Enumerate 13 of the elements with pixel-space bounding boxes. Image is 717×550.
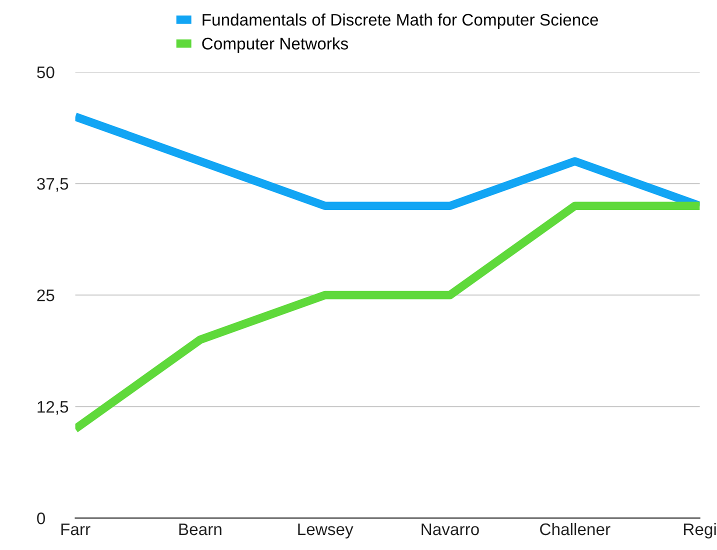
y-tick-label: 25 xyxy=(37,289,54,302)
y-tick-label: 37,5 xyxy=(37,178,68,192)
x-tick-label: Bearn xyxy=(179,524,222,536)
y-tick-label: 50 xyxy=(37,66,54,78)
legend-label: Computer Networks xyxy=(202,37,348,53)
x-tick-label: Challener xyxy=(540,522,610,536)
x-tick-label: Lewsey xyxy=(298,524,354,538)
x-tick-label: Regi xyxy=(684,522,716,538)
x-tick-label: Navarro xyxy=(422,524,479,536)
y-tick-label: 12,5 xyxy=(38,400,68,415)
legend-label: Fundamentals of Discrete Math for Computer Science xyxy=(202,13,598,29)
x-tick-label: Farr xyxy=(61,524,90,536)
y-tick-label: 0 xyxy=(37,512,46,524)
